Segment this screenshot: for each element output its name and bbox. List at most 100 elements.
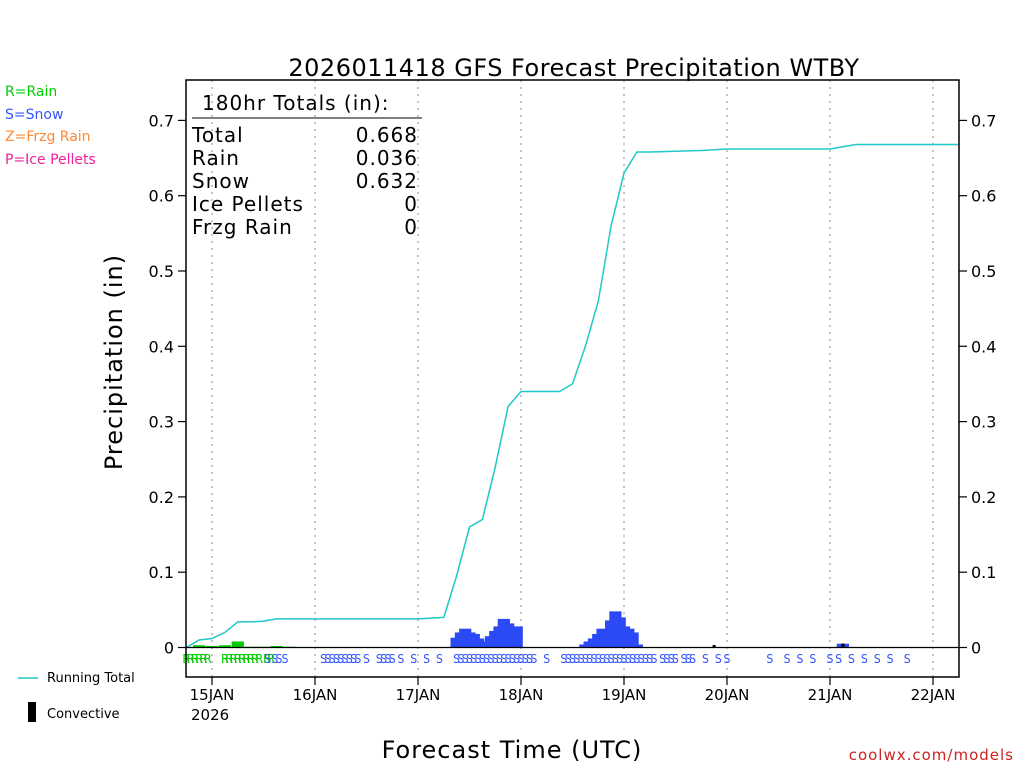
totals-value-rain: 0.036 (356, 146, 418, 170)
ptype-snow-47: S (590, 652, 597, 666)
ptype-rain-9: R (234, 652, 242, 666)
ptype-snow-43: S (573, 652, 580, 666)
ptype-snow-70: S (715, 652, 722, 666)
ptype-mix-rain-0: R (263, 652, 271, 666)
ptype-snow-81: S (886, 652, 893, 666)
year-label: 2026 (191, 706, 229, 724)
ptype-snow-22: S (462, 652, 469, 666)
ptype-snow-16: S (397, 652, 404, 666)
precip-bar-0 (193, 645, 206, 648)
ptype-snow-82: S (904, 652, 911, 666)
ptype-rain-2: R (191, 652, 199, 666)
convective-legend-swatch (28, 702, 36, 722)
ptype-snow-18: S (423, 652, 430, 666)
y-tick-label-right-3: 0.3 (971, 413, 996, 432)
ptype-rain-14: R (256, 652, 264, 666)
totals-value-ice-pellets: 0 (404, 192, 418, 216)
y-tick-label-right-2: 0.2 (971, 488, 996, 507)
ptype-snow-55: S (625, 652, 632, 666)
y-tick-label-left-6: 0.6 (149, 187, 174, 206)
totals-header: 180hr Totals (in): (202, 91, 390, 115)
ptype-snow-52: S (612, 652, 619, 666)
precip-bars (193, 611, 849, 648)
ptype-snow-80: S (874, 652, 881, 666)
ptype-snow-11: S (363, 652, 370, 666)
precip-bar-2 (218, 645, 231, 648)
ptype-snow-73: S (783, 652, 790, 666)
ptype-snow-40: S (560, 652, 567, 666)
ptype-snow-28: S (487, 652, 494, 666)
tick-labels: 0 00.1 0.10.2 0.20.3 0.30.4 0.40.5 0.50.6 0.60.… (149, 111, 997, 704)
totals-label-snow: Snow (192, 169, 250, 193)
ptype-snow-15: S (389, 652, 396, 666)
ptype-snow-35: S (517, 652, 524, 666)
vertical-grid-lines (211, 80, 934, 677)
precip-bar-3 (231, 641, 244, 648)
ptype-snow-9: S (350, 652, 357, 666)
ptype-snow-60: S (646, 652, 653, 666)
ptype-snow-1: S (281, 652, 288, 666)
ptype-rain-11: R (243, 652, 251, 666)
ptype-snow-10: S (354, 652, 361, 666)
ptype-snow-72: S (766, 652, 773, 666)
ptype-snow-26: S (479, 652, 486, 666)
ptype-snow-50: S (603, 652, 610, 666)
x-tick-label-6: 21JAN (808, 686, 853, 704)
ptype-snow-38: S (530, 652, 537, 666)
ptype-snow-19: S (436, 652, 443, 666)
y-tick-label-left-5: 0.5 (149, 262, 174, 281)
ptype-snow-66: S (680, 652, 687, 666)
ptype-snow-56: S (629, 652, 636, 666)
ptype-snow-42: S (569, 652, 576, 666)
precip-bar-33 (626, 632, 639, 648)
x-tick-label-5: 20JAN (705, 686, 750, 704)
x-axis-label: Forecast Time (UTC) (382, 736, 643, 764)
totals-label-frzg-rain: Frzg Rain (192, 215, 293, 239)
convective-mark-0 (712, 644, 716, 648)
ptype-snow-49: S (599, 652, 606, 666)
ptype-snow-68: S (689, 652, 696, 666)
ptype-snow-29: S (492, 652, 499, 666)
totals-value-frzg-rain: 0 (404, 215, 418, 239)
series-lines (185, 143, 959, 649)
footer-credit: coolwx.com/models (849, 746, 1014, 764)
x-tick-label-7: 22JAN (911, 686, 956, 704)
x-tick-label-2: 17JAN (396, 686, 441, 704)
convective-legend-label: Convective (47, 707, 120, 722)
ptype-snow-8: S (346, 652, 353, 666)
ptype-snow-36: S (522, 652, 529, 666)
ptype-snow-64: S (668, 652, 675, 666)
ptype-snow-30: S (496, 652, 503, 666)
ptype-snow-63: S (663, 652, 670, 666)
ptype-snow-78: S (848, 652, 855, 666)
y-tick-label-left-1: 0.1 (149, 563, 174, 582)
ptype-snow-74: S (796, 652, 803, 666)
y-tick-label-right-0: 0 (971, 639, 981, 658)
ptype-snow-44: S (577, 652, 584, 666)
chart-title: 2026011418 GFS Forecast Precipitation WT… (288, 54, 859, 82)
x-tick-label-0: 15JAN (190, 686, 235, 704)
ptype-snow-61: S (650, 652, 657, 666)
running-total-legend-label: Running Total (47, 671, 135, 686)
ptype-rain-12: R (247, 652, 255, 666)
legend-snow: S=Snow (5, 107, 63, 123)
totals-box: 180hr Totals (in): Total 0.668 Rain 0.03… (191, 91, 422, 239)
ptype-rain-8: R (230, 652, 238, 666)
ptype-snow-31: S (500, 652, 507, 666)
y-tick-label-right-7: 0.7 (971, 111, 996, 130)
precip-bar-34 (630, 644, 643, 648)
ptype-snow-39: S (543, 652, 550, 666)
totals-value-total: 0.668 (356, 123, 418, 147)
ptype-snow-33: S (509, 652, 516, 666)
ptype-snow-41: S (565, 652, 572, 666)
ptype-snow-62: S (659, 652, 666, 666)
ptype-rain-6: R (221, 652, 229, 666)
ptype-snow-12: S (376, 652, 383, 666)
ptype-snow-24: S (470, 652, 477, 666)
ptype-snow-79: S (861, 652, 868, 666)
y-tick-label-left-3: 0.3 (149, 413, 174, 432)
ptype-snow-0: S (264, 652, 271, 666)
totals-label-ice-pellets: Ice Pellets (192, 192, 304, 216)
